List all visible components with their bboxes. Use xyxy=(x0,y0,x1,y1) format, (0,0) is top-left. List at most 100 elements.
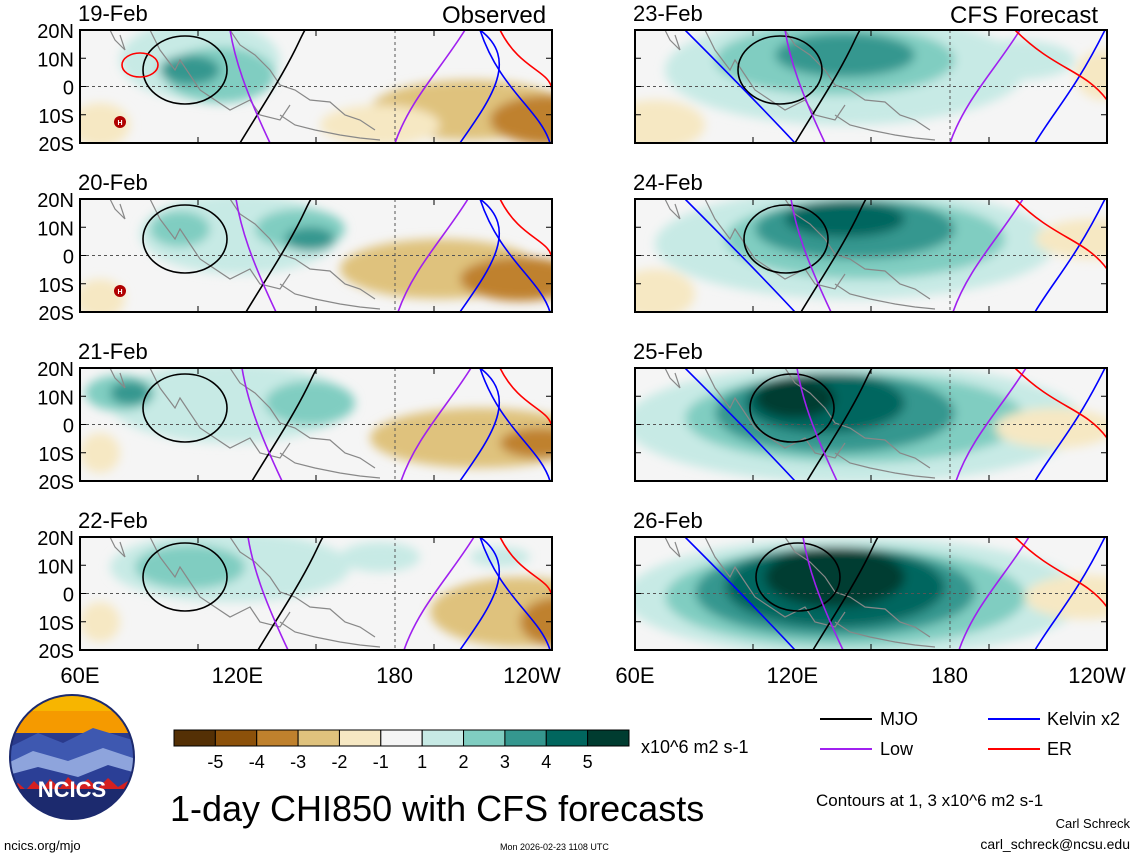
high-marker-label: H xyxy=(117,289,122,296)
lat-label: 10S xyxy=(38,106,74,128)
anomaly-region xyxy=(635,100,705,143)
kelvin-contour xyxy=(459,537,551,650)
map-panel-right-2 xyxy=(634,198,1108,313)
map-panel-left-3 xyxy=(79,367,553,482)
lat-label: 10S xyxy=(38,275,74,297)
er-contour xyxy=(1014,30,1107,101)
anomaly-region xyxy=(370,408,552,468)
anomaly-region xyxy=(430,577,552,647)
lon-label: 120E xyxy=(767,663,818,688)
legend-label-er: ER xyxy=(1047,739,1073,759)
colorbar-tick-label: -2 xyxy=(331,752,347,772)
lat-label: 10N xyxy=(37,49,74,71)
colorbar-tick-label: -3 xyxy=(290,752,306,772)
er-contour xyxy=(1014,199,1107,270)
low-contour xyxy=(802,537,1030,650)
lat-label: 0 xyxy=(63,247,74,269)
colorbar-swatch xyxy=(173,729,216,747)
high-marker: H xyxy=(114,285,126,297)
colorbar-tick-label: -5 xyxy=(207,752,223,772)
legend-label-kelvin: Kelvin x2 xyxy=(1047,709,1121,729)
coastline xyxy=(109,537,381,648)
ncics-logo: NCICS xyxy=(9,694,135,820)
anomaly-region xyxy=(460,257,552,301)
date-label-left-3: 21-Feb xyxy=(78,339,148,364)
kelvin-contour xyxy=(684,199,1106,312)
lat-label: 0 xyxy=(63,416,74,438)
lon-label: 120E xyxy=(212,663,263,688)
colorbar-swatch xyxy=(256,729,299,747)
coastline xyxy=(664,30,936,141)
logo-text: NCICS xyxy=(38,777,106,802)
mjo-contour xyxy=(142,199,312,312)
lat-label: 20S xyxy=(38,303,74,325)
coastline xyxy=(109,30,381,141)
lat-label: 20N xyxy=(37,21,74,43)
colorbar-tick-label: 5 xyxy=(583,752,593,772)
date-label-right-3: 25-Feb xyxy=(633,339,703,364)
low-contour xyxy=(241,368,472,481)
anomaly-region xyxy=(265,381,355,425)
map-panel-right-1 xyxy=(634,29,1108,144)
lat-label: 20S xyxy=(38,134,74,156)
author: Carl Schreck xyxy=(1055,816,1130,831)
low-contour xyxy=(229,30,466,143)
map-panel-left-1: H xyxy=(79,29,553,144)
date-label-left-4: 22-Feb xyxy=(78,508,148,533)
anomaly-region xyxy=(500,428,552,458)
colorbar-tick-label: 1 xyxy=(417,752,427,772)
map-panel-right-3 xyxy=(634,367,1108,482)
er-contour xyxy=(499,199,552,260)
kelvin-contour xyxy=(459,30,551,143)
observed-header: Observed xyxy=(442,2,547,29)
colorbar-tick-label: 4 xyxy=(541,752,551,772)
lat-label: 20N xyxy=(37,359,74,381)
anomaly-region xyxy=(80,279,125,312)
colorbar-swatch xyxy=(297,729,340,747)
lat-label: 20S xyxy=(38,641,74,663)
colorbar-swatch xyxy=(338,729,382,747)
legend-label-low: Low xyxy=(880,739,914,759)
low-contour xyxy=(235,199,469,312)
high-marker-label: H xyxy=(117,120,122,127)
mjo-contour xyxy=(142,368,318,481)
mjo-contour xyxy=(755,537,879,650)
low-contour xyxy=(247,537,475,650)
anomaly-region xyxy=(955,40,1075,80)
anomaly-region xyxy=(80,433,120,473)
mjo-contour xyxy=(142,30,306,143)
mjo-contour xyxy=(142,537,324,650)
colorbar-tick-label: -4 xyxy=(249,752,265,772)
kelvin-contour xyxy=(459,368,551,481)
anomaly-region xyxy=(520,597,552,647)
lat-label: 10S xyxy=(38,613,74,635)
figure-title: 1-day CHI850 with CFS forecasts xyxy=(170,788,705,829)
anomaly-region xyxy=(110,381,150,405)
lon-label: 180 xyxy=(931,663,968,688)
colorbar-swatch xyxy=(545,729,589,747)
lon-label: 120W xyxy=(503,663,561,688)
colorbar-tick-label: 2 xyxy=(459,752,469,772)
map-panel-right-4 xyxy=(634,536,1108,651)
lon-label: 60E xyxy=(615,663,654,688)
kelvin-contour xyxy=(684,30,1106,143)
er-contour xyxy=(1014,537,1107,608)
anomaly-region xyxy=(785,201,905,237)
mjo-contour xyxy=(743,199,867,312)
legend-lines xyxy=(820,718,1040,750)
anomaly-region xyxy=(340,542,420,572)
anomaly-region xyxy=(765,547,905,607)
low-contour xyxy=(784,30,1021,143)
legend-label-mjo: MJO xyxy=(880,709,918,729)
colorbar: -5 -4 -3 -2 -1 1 2 3 4 5 xyxy=(173,729,630,772)
lat-label: 10S xyxy=(38,444,74,466)
colorbar-units: x10^6 m2 s-1 xyxy=(641,737,749,757)
anomaly-region xyxy=(320,105,440,143)
colorbar-swatch xyxy=(380,729,423,747)
low-contour xyxy=(790,199,1024,312)
coastline xyxy=(109,199,381,310)
date-label-left-2: 20-Feb xyxy=(78,170,148,195)
coastline xyxy=(664,537,936,648)
kelvin-contour xyxy=(459,199,551,312)
